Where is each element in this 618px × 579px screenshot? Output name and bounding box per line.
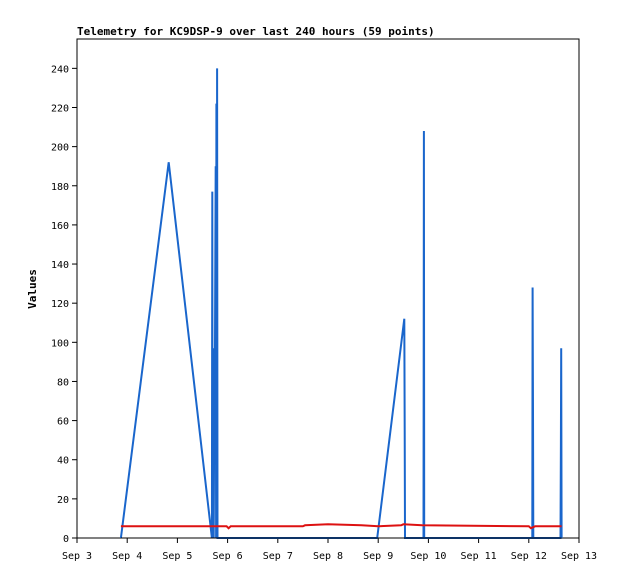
y-axis-label: Values (26, 269, 39, 309)
x-tick-label: Sep 12 (511, 551, 547, 562)
x-tick-label: Sep 6 (213, 551, 243, 562)
x-tick-label: Sep 10 (410, 551, 446, 562)
y-tick-label: 180 (51, 182, 69, 193)
x-tick-label: Sep 11 (461, 551, 497, 562)
chart-title: Telemetry for KC9DSP-9 over last 240 hou… (77, 25, 435, 38)
x-tick-label: Sep 13 (561, 551, 597, 562)
y-tick-label: 80 (57, 377, 69, 388)
y-tick-label: 140 (51, 260, 69, 271)
series-line-2 (120, 523, 562, 530)
y-tick-label: 160 (51, 221, 69, 232)
y-tick-label: 240 (51, 64, 69, 75)
y-tick-label: 60 (57, 417, 69, 428)
y-tick-label: 0 (63, 534, 69, 545)
x-tick-label: Sep 9 (363, 551, 393, 562)
y-tick-label: 120 (51, 299, 69, 310)
y-tick-label: 20 (57, 495, 69, 506)
x-tick-label: Sep 8 (313, 551, 343, 562)
x-tick-label: Sep 7 (263, 551, 293, 562)
y-tick-label: 220 (51, 103, 69, 114)
y-tick-label: 100 (51, 338, 69, 349)
y-tick-label: 40 (57, 456, 69, 467)
x-tick-label: Sep 5 (162, 551, 192, 562)
y-tick-label: 200 (51, 143, 69, 154)
x-tick-label: Sep 4 (112, 551, 142, 562)
x-tick-label: Sep 3 (62, 551, 92, 562)
